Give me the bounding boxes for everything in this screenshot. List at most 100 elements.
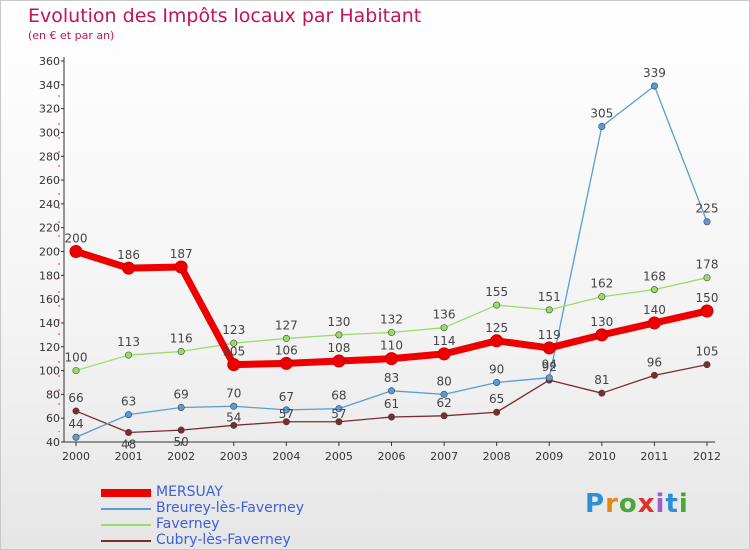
x-tick-label: 2010 <box>588 450 616 463</box>
y-tick-label: 40 <box>46 436 60 449</box>
y-tick-label: 260 <box>39 174 60 187</box>
logo-letter: r <box>605 489 619 519</box>
data-label: 44 <box>68 417 83 431</box>
legend-label: Faverney <box>156 516 220 532</box>
data-point <box>177 348 185 356</box>
data-point <box>490 334 504 348</box>
logo-letter: P <box>585 489 606 519</box>
data-label: 119 <box>538 328 561 342</box>
data-label: 186 <box>117 248 140 262</box>
line-chart: 40 60 80 100 120 140 160 180 200 220 240 260 280 300 3… <box>39 55 721 463</box>
x-tick-label: 2001 <box>115 450 143 463</box>
data-label: 90 <box>489 362 504 376</box>
y-tick-label: 240 <box>39 198 60 211</box>
data-label: 110 <box>380 339 403 353</box>
data-point <box>598 389 606 397</box>
data-label: 132 <box>380 312 403 326</box>
y-tick-label: 140 <box>39 317 60 330</box>
y-tick-label: 360 <box>39 55 60 68</box>
data-label: 123 <box>222 323 245 337</box>
data-label: 54 <box>226 410 241 424</box>
data-label: 57 <box>279 407 294 421</box>
data-label: 339 <box>643 66 666 80</box>
data-point <box>700 304 714 318</box>
legend: MERSUAY Breurey-lès-Faverney Faverney Cubry… <box>101 484 361 549</box>
data-point <box>177 426 185 434</box>
data-label: 81 <box>594 373 609 387</box>
data-point <box>335 331 343 339</box>
data-label: 70 <box>226 386 241 400</box>
data-label: 48 <box>121 437 136 451</box>
data-label: 83 <box>384 371 399 385</box>
data-label: 200 <box>65 232 88 246</box>
data-point <box>335 405 343 413</box>
data-point <box>282 406 290 414</box>
data-point <box>72 433 80 441</box>
data-point <box>650 82 658 90</box>
y-tick-label: 200 <box>39 246 60 259</box>
data-point <box>72 367 80 375</box>
x-tick-label: 2008 <box>483 450 511 463</box>
legend-swatch <box>101 489 151 497</box>
data-point <box>282 418 290 426</box>
legend-item: Breurey-lès-Faverney <box>101 500 361 517</box>
data-point <box>440 324 448 332</box>
data-point <box>69 245 83 258</box>
data-point <box>122 261 136 275</box>
data-label: 136 <box>433 308 456 322</box>
data-point <box>545 374 553 382</box>
x-tick-label: 2005 <box>325 450 353 463</box>
data-label: 113 <box>117 335 140 349</box>
data-point <box>650 286 658 294</box>
data-point <box>282 334 290 342</box>
data-label: 140 <box>643 303 666 317</box>
data-point <box>125 351 133 359</box>
data-label: 178 <box>696 258 719 272</box>
data-label: 63 <box>121 395 136 409</box>
legend-item: Cubry-lès-Faverney <box>101 532 361 549</box>
data-point <box>440 390 448 398</box>
data-point <box>437 347 451 361</box>
data-point <box>703 274 711 282</box>
data-point <box>125 428 133 436</box>
data-point <box>332 354 346 368</box>
data-point <box>385 352 398 366</box>
x-tick-label: 2004 <box>272 450 300 463</box>
data-label: 80 <box>436 374 451 388</box>
data-label: 108 <box>327 341 350 355</box>
data-point <box>174 260 188 274</box>
data-point <box>387 328 395 336</box>
data-point <box>230 339 238 347</box>
data-point <box>493 301 501 309</box>
legend-item: MERSUAY <box>101 484 361 501</box>
y-tick-label: 120 <box>39 341 60 354</box>
data-label: 168 <box>643 270 666 284</box>
y-tick-label: 180 <box>39 269 60 282</box>
data-point <box>177 403 185 411</box>
data-label: 62 <box>436 396 451 410</box>
x-tick-label: 2009 <box>535 450 563 463</box>
data-point <box>703 361 711 369</box>
data-point <box>440 412 448 420</box>
logo-letter: i <box>655 489 666 519</box>
data-label: 305 <box>590 106 613 120</box>
data-label: 106 <box>275 343 298 357</box>
data-label: 68 <box>331 389 346 403</box>
data-label: 130 <box>590 315 613 329</box>
data-point <box>598 293 606 301</box>
logo-letter: t <box>665 489 679 519</box>
legend-swatch <box>101 524 151 526</box>
data-point <box>647 316 661 330</box>
data-point <box>703 218 711 226</box>
data-point <box>279 356 293 370</box>
x-tick-label: 2011 <box>640 450 668 463</box>
y-tick-label: 160 <box>39 293 60 306</box>
data-label: 162 <box>590 277 613 291</box>
data-point <box>125 411 133 419</box>
data-label: 130 <box>327 315 350 329</box>
y-tick-label: 100 <box>39 365 60 378</box>
data-label: 114 <box>433 334 456 348</box>
data-point <box>230 421 238 429</box>
x-tick-label: 2003 <box>220 450 248 463</box>
